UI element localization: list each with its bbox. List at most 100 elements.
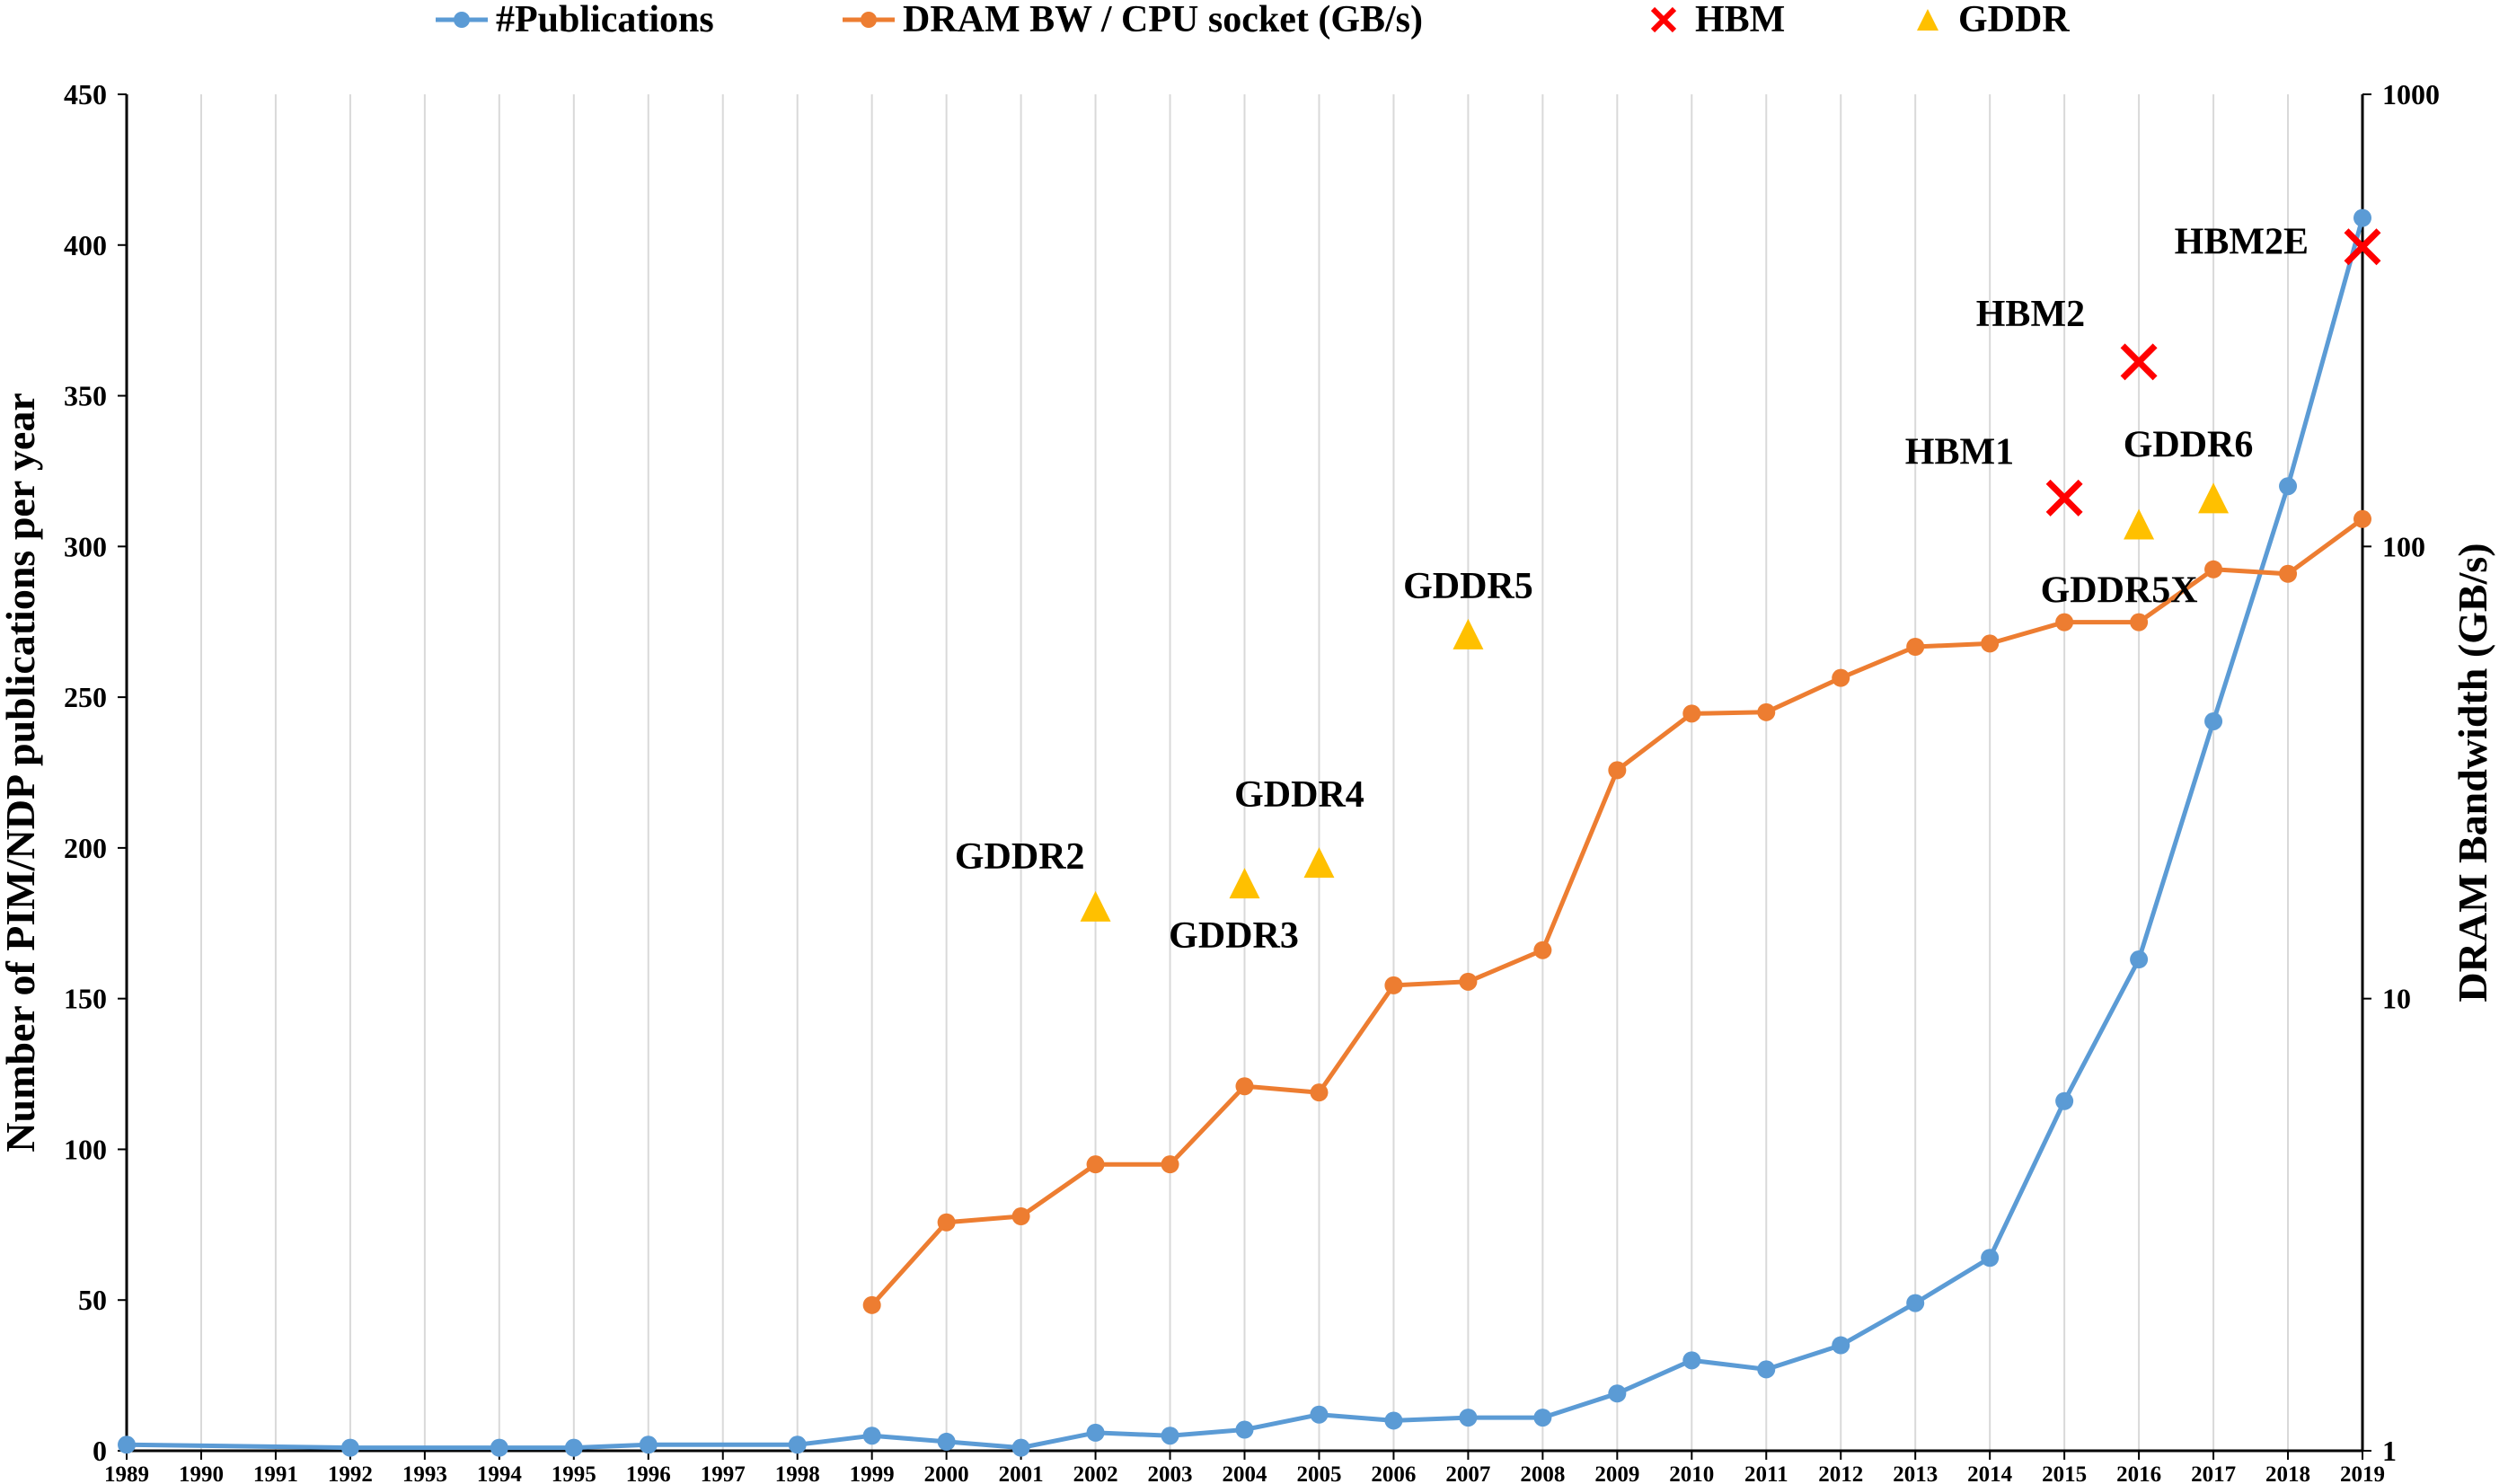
- gddr-triangle-marker: [1080, 890, 1111, 922]
- series-point: [1906, 637, 1925, 656]
- x-tick-label: 1995: [552, 1462, 596, 1484]
- series-point: [1459, 1409, 1478, 1427]
- series-point: [1981, 634, 2000, 653]
- series-point: [490, 1438, 508, 1457]
- x-tick-label: 1990: [179, 1462, 224, 1484]
- y-left-tick-label: 50: [78, 1284, 107, 1316]
- x-tick-label: 1992: [328, 1462, 373, 1484]
- series-point: [564, 1438, 583, 1457]
- hbm-x-marker: [2120, 343, 2158, 381]
- series-point: [2279, 477, 2298, 496]
- series-point: [1086, 1423, 1105, 1442]
- y-left-tick-label: 150: [64, 983, 107, 1015]
- series-point: [1832, 1336, 1850, 1355]
- y-left-tick-label: 250: [64, 681, 107, 713]
- y-left-tick-label: 450: [64, 78, 107, 110]
- series-point: [1161, 1427, 1179, 1445]
- y-left-tick-label: 400: [64, 229, 107, 261]
- x-tick-label: 2001: [999, 1462, 1044, 1484]
- x-tick-label: 2007: [1445, 1462, 1490, 1484]
- x-tick-label: 2006: [1371, 1462, 1416, 1484]
- series-point: [340, 1438, 359, 1457]
- series-point: [1533, 1409, 1552, 1427]
- gddr-triangle-marker: [1453, 618, 1484, 649]
- legend-swatch-point: [454, 12, 470, 28]
- series-point: [1832, 668, 1850, 687]
- series-point: [862, 1427, 881, 1445]
- series-point: [2055, 1091, 2074, 1110]
- series-point: [1608, 761, 1627, 780]
- gddr-triangle-marker: [1303, 847, 1335, 879]
- legend-label: #Publications: [496, 0, 714, 40]
- hbm-x-marker: [2045, 479, 2083, 517]
- series-point: [1011, 1207, 1030, 1226]
- series-point: [1682, 1351, 1701, 1370]
- x-tick-label: 2009: [1594, 1462, 1639, 1484]
- series-point: [639, 1435, 658, 1454]
- x-tick-label: 2008: [1520, 1462, 1565, 1484]
- x-tick-label: 2017: [2191, 1462, 2236, 1484]
- gddr-triangle-marker: [2198, 482, 2230, 514]
- series-point: [2055, 613, 2074, 632]
- series-point: [937, 1432, 956, 1451]
- x-tick-label: 2014: [1967, 1462, 2013, 1484]
- series-point: [1981, 1249, 2000, 1268]
- x-tick-label: 2000: [924, 1462, 969, 1484]
- data-annotation-label: HBM2E: [2175, 222, 2309, 263]
- y-left-tick-label: 0: [93, 1435, 107, 1467]
- series-point: [2130, 613, 2149, 632]
- y-right-tick-label: 1000: [2382, 78, 2440, 110]
- series-point: [1459, 972, 1478, 991]
- data-annotation-label: GDDR5: [1403, 566, 1533, 607]
- y-left-tick-label: 350: [64, 380, 107, 412]
- series-point: [788, 1435, 807, 1454]
- legend-swatch-x: [1650, 6, 1677, 33]
- legend-swatch-point: [861, 12, 877, 28]
- data-annotation-label: GDDR3: [1169, 915, 1299, 957]
- hbm-x-marker: [2344, 228, 2381, 266]
- x-tick-label: 2015: [2042, 1462, 2087, 1484]
- data-annotation-label: GDDR4: [1234, 774, 1364, 816]
- legend-label: DRAM BW / CPU socket (GB/s): [903, 0, 1423, 40]
- y-left-tick-label: 100: [64, 1133, 107, 1165]
- data-annotation-label: GDDR6: [2124, 424, 2254, 465]
- series-point: [2130, 950, 2149, 969]
- series-point: [2353, 208, 2371, 227]
- series-point: [1906, 1294, 1925, 1312]
- legend-swatch-triangle: [1917, 9, 1938, 31]
- series-point: [1682, 704, 1701, 723]
- x-tick-label: 2004: [1223, 1462, 1268, 1484]
- gddr-triangle-marker: [2124, 508, 2155, 540]
- series-point: [1086, 1155, 1105, 1174]
- series-point: [1608, 1384, 1627, 1403]
- x-tick-label: 1989: [104, 1462, 149, 1484]
- y-left-tick-label: 200: [64, 832, 107, 864]
- legend-label: GDDR: [1958, 0, 2070, 40]
- series-point: [862, 1295, 881, 1314]
- x-tick-label: 2002: [1073, 1462, 1118, 1484]
- legend-label: HBM: [1695, 0, 1785, 40]
- y-left-axis-title: Number of PIM/NDP publications per year: [0, 393, 43, 1152]
- x-tick-label: 1998: [775, 1462, 820, 1484]
- series-point: [1235, 1077, 1254, 1096]
- x-tick-label: 2012: [1818, 1462, 1863, 1484]
- x-tick-label: 2003: [1148, 1462, 1193, 1484]
- x-tick-label: 1993: [402, 1462, 447, 1484]
- series-point: [1384, 976, 1403, 994]
- y-right-tick-label: 100: [2382, 530, 2425, 562]
- series-point: [2279, 564, 2298, 583]
- x-tick-label: 2011: [1744, 1462, 1788, 1484]
- data-annotation-label: GDDR2: [955, 836, 1085, 878]
- x-tick-label: 1996: [626, 1462, 671, 1484]
- data-annotation-label: HBM2: [1976, 294, 2085, 335]
- series-point: [1011, 1438, 1030, 1457]
- y-right-tick-label: 10: [2382, 983, 2411, 1015]
- data-annotation-label: HBM1: [1905, 431, 2014, 473]
- x-tick-label: 2018: [2265, 1462, 2310, 1484]
- y-right-axis-title: DRAM Bandwidth (GB/s): [2450, 543, 2495, 1002]
- x-tick-label: 1991: [253, 1462, 298, 1484]
- x-tick-label: 1999: [850, 1462, 895, 1484]
- series-point: [1533, 941, 1552, 959]
